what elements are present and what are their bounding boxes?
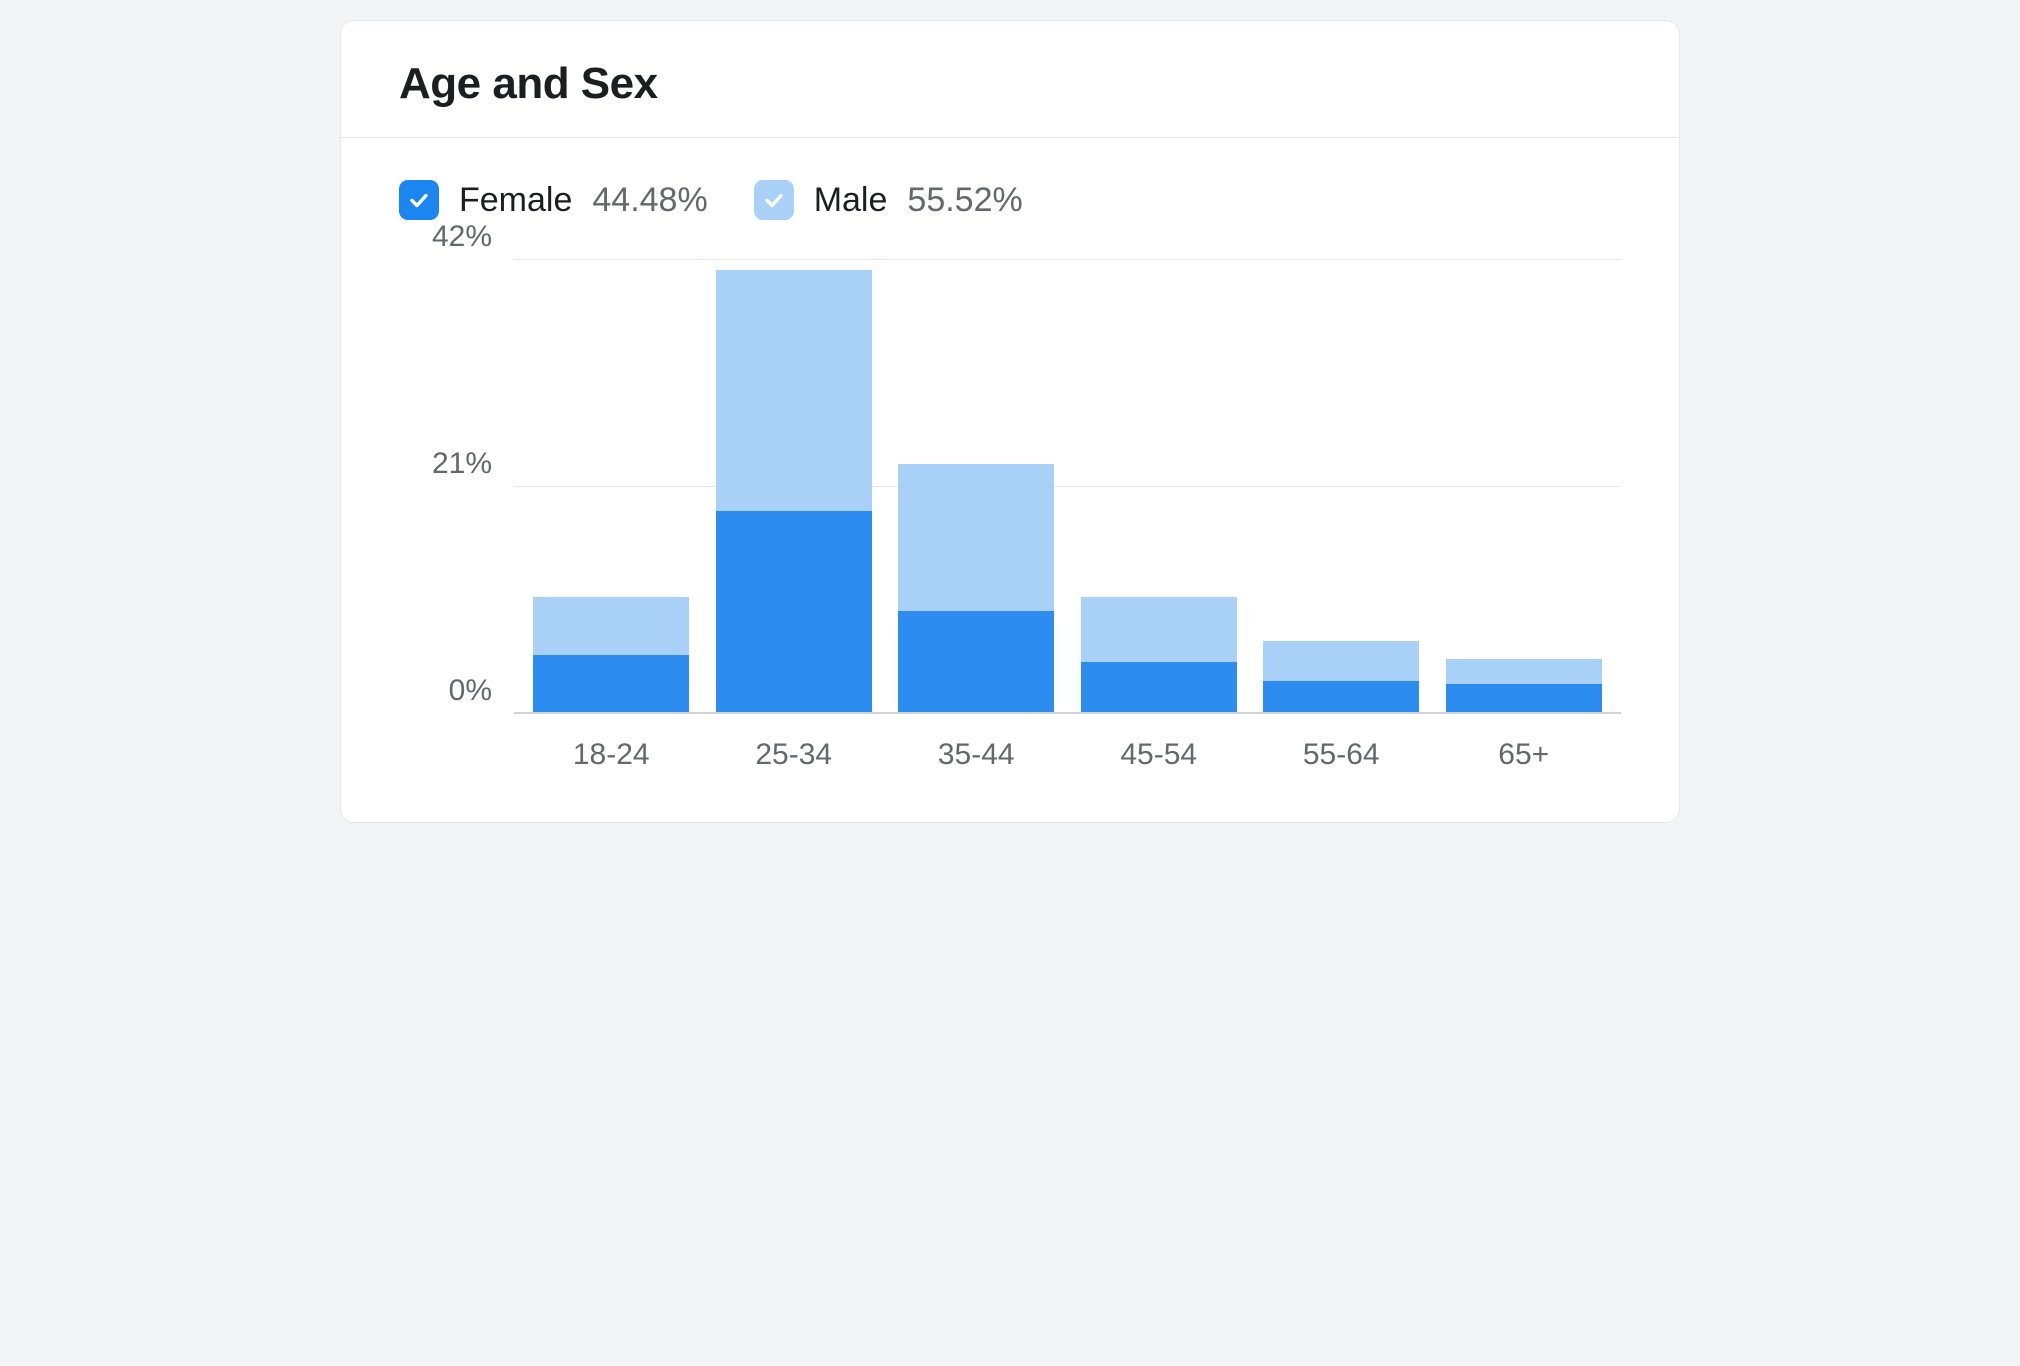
x-tick-label: 65+ — [1433, 738, 1616, 772]
bar-55-64 — [1263, 641, 1419, 714]
card-title: Age and Sex — [399, 59, 1621, 109]
bar-segment-female — [1081, 662, 1237, 714]
x-tick-label: 18-24 — [520, 738, 703, 772]
legend-item-female: Female 44.48% — [399, 180, 708, 220]
y-tick-label: 0% — [449, 674, 492, 708]
bar-segment-male — [1081, 597, 1237, 662]
age-sex-card: Age and Sex Female 44.48% Male 55.52% 0% 21%… — [340, 20, 1680, 823]
bar-slot — [703, 244, 886, 714]
bars-row — [514, 244, 1621, 714]
bar-65+ — [1446, 659, 1602, 714]
bar-25-34 — [716, 270, 872, 714]
legend-checkbox-male[interactable] — [754, 180, 794, 220]
legend-row: Female 44.48% Male 55.52% — [341, 138, 1679, 226]
legend-item-male: Male 55.52% — [754, 180, 1023, 220]
bar-slot — [885, 244, 1068, 714]
bar-slot — [520, 244, 703, 714]
bar-segment-female — [1263, 681, 1419, 714]
x-axis: 18-2425-3435-4445-5455-6465+ — [514, 714, 1621, 772]
bar-segment-male — [533, 597, 689, 654]
y-tick-label: 42% — [432, 220, 492, 254]
bar-slot — [1433, 244, 1616, 714]
x-tick-label: 55-64 — [1250, 738, 1433, 772]
bar-slot — [1068, 244, 1251, 714]
legend-label-male: Male — [814, 181, 888, 220]
bar-45-54 — [1081, 597, 1237, 714]
bar-segment-female — [716, 511, 872, 714]
bar-segment-female — [1446, 684, 1602, 714]
chart-area: 0%21%42% — [399, 244, 1621, 714]
bar-segment-female — [898, 611, 1054, 714]
card-header: Age and Sex — [341, 21, 1679, 138]
bar-slot — [1250, 244, 1433, 714]
y-axis: 0%21%42% — [399, 244, 514, 714]
chart-plot — [514, 244, 1621, 714]
bar-18-24 — [533, 597, 689, 714]
legend-value-male: 55.52% — [907, 181, 1022, 220]
bar-35-44 — [898, 464, 1054, 714]
bar-segment-male — [1263, 641, 1419, 681]
x-tick-label: 25-34 — [703, 738, 886, 772]
baseline — [514, 712, 1621, 714]
bar-segment-female — [533, 655, 689, 714]
bar-segment-male — [1446, 659, 1602, 684]
bar-segment-male — [898, 464, 1054, 611]
x-tick-label: 35-44 — [885, 738, 1068, 772]
chart-wrap: 0%21%42% 18-2425-3435-4445-5455-6465+ — [341, 226, 1679, 822]
y-tick-label: 21% — [432, 447, 492, 481]
legend-label-female: Female — [459, 181, 572, 220]
legend-checkbox-female[interactable] — [399, 180, 439, 220]
bar-segment-male — [716, 270, 872, 511]
legend-value-female: 44.48% — [592, 181, 707, 220]
x-tick-label: 45-54 — [1068, 738, 1251, 772]
